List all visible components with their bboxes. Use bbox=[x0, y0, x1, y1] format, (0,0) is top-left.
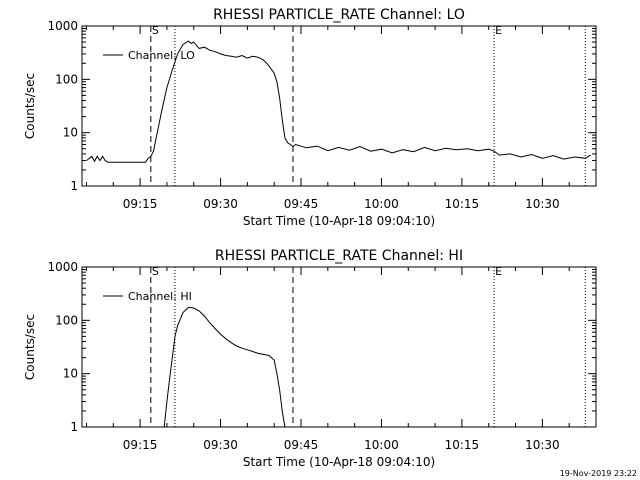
x-tick-label: 10:00 bbox=[364, 197, 399, 211]
x-tick-label: 10:15 bbox=[445, 438, 480, 452]
plot-frame bbox=[81, 266, 597, 428]
x-tick-label: 09:30 bbox=[203, 197, 238, 211]
x-tick-label: 09:30 bbox=[203, 438, 238, 452]
x-tick-label: 09:45 bbox=[284, 438, 319, 452]
marker-label: S bbox=[152, 24, 159, 37]
x-axis-label: Start Time (10-Apr-18 09:04:10) bbox=[243, 214, 435, 228]
y-tick-label: 10 bbox=[63, 126, 78, 140]
chart-panel-lo: RHESSI PARTICLE_RATE Channel: LO S E 09:15 0… bbox=[23, 7, 597, 228]
marker-label: E bbox=[495, 265, 502, 278]
chart-title: RHESSI PARTICLE_RATE Channel: HI bbox=[215, 248, 463, 264]
x-tick-label: 09:15 bbox=[123, 197, 158, 211]
y-tick-label: 1000 bbox=[47, 260, 78, 274]
plot-frame bbox=[81, 25, 597, 187]
marker-label: S bbox=[152, 265, 159, 278]
x-tick-label: 10:30 bbox=[525, 197, 560, 211]
y-tick-label: 1 bbox=[70, 420, 78, 434]
y-tick-label: 100 bbox=[55, 72, 78, 86]
x-tick-label: 10:30 bbox=[525, 438, 560, 452]
footer-timestamp: 19-Nov-2019 23:22 bbox=[560, 469, 637, 478]
x-tick-label: 10:15 bbox=[445, 197, 480, 211]
marker-label: E bbox=[495, 24, 502, 37]
y-axis-label: Counts/sec bbox=[23, 73, 37, 139]
series-line bbox=[86, 40, 591, 163]
y-tick-label: 1000 bbox=[47, 19, 78, 33]
chart-title: RHESSI PARTICLE_RATE Channel: LO bbox=[213, 7, 465, 23]
y-tick-label: 10 bbox=[63, 367, 78, 381]
legend-label: Channel: HI bbox=[128, 290, 192, 303]
chart-panel-hi: RHESSI PARTICLE_RATE Channel: HI S E 09:15 0… bbox=[23, 248, 597, 469]
x-tick-label: 10:00 bbox=[364, 438, 399, 452]
legend-label: Channel: LO bbox=[128, 49, 195, 62]
y-tick-label: 100 bbox=[55, 313, 78, 327]
y-tick-label: 1 bbox=[70, 179, 78, 193]
x-axis-label: Start Time (10-Apr-18 09:04:10) bbox=[243, 455, 435, 469]
y-axis-label: Counts/sec bbox=[23, 314, 37, 380]
x-tick-label: 09:45 bbox=[284, 197, 319, 211]
series-line bbox=[163, 306, 286, 428]
x-tick-label: 09:15 bbox=[123, 438, 158, 452]
